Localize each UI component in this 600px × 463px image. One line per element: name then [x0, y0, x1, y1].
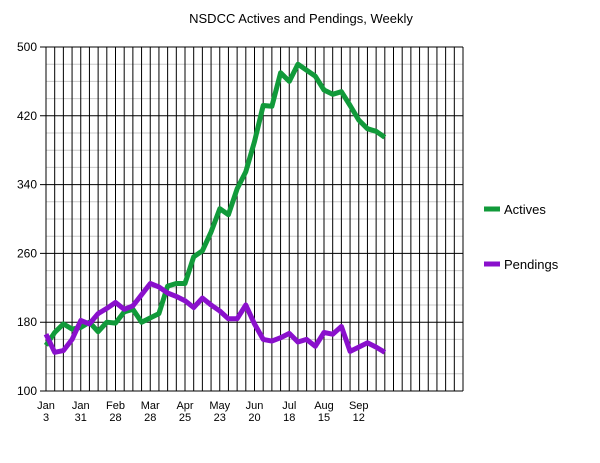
legend: Actives Pendings	[484, 202, 559, 272]
x-tick-label: Mar 28	[141, 400, 160, 424]
x-tick-label: Jul 18	[282, 400, 296, 424]
x-tick-label: Jan 31	[72, 400, 90, 424]
x-tick-label: Jan 3	[37, 400, 55, 424]
y-tick-label: 260	[17, 246, 37, 260]
y-tick-label: 500	[17, 40, 37, 54]
series-line-pendings	[43, 281, 387, 355]
y-axis-ticks: 100 180 260 340 420 500	[17, 40, 37, 398]
y-tick-label: 340	[17, 178, 37, 192]
series-lines	[43, 61, 387, 355]
x-axis-ticks: Jan 3 Jan 31 Feb 28 Mar 28 Apr 25 May 23 Jun 20 Jul 18 A…	[37, 400, 368, 424]
x-tick-label: Aug 15	[314, 400, 334, 424]
y-tick-label: 100	[17, 384, 37, 398]
grid	[40, 46, 464, 392]
x-tick-label: Sep 12	[349, 400, 369, 424]
legend-label-pendings: Pendings	[504, 257, 559, 272]
x-tick-label: Feb 28	[106, 400, 125, 424]
y-tick-label: 180	[17, 315, 37, 329]
x-tick-label: Jun 20	[246, 400, 264, 424]
legend-label-actives: Actives	[504, 202, 546, 217]
series-line-actives	[43, 61, 387, 347]
y-tick-label: 420	[17, 109, 37, 123]
chart-title: NSDCC Actives and Pendings, Weekly	[189, 11, 413, 26]
x-tick-label: Apr 25	[176, 400, 193, 424]
x-tick-label: May 23	[209, 400, 230, 424]
